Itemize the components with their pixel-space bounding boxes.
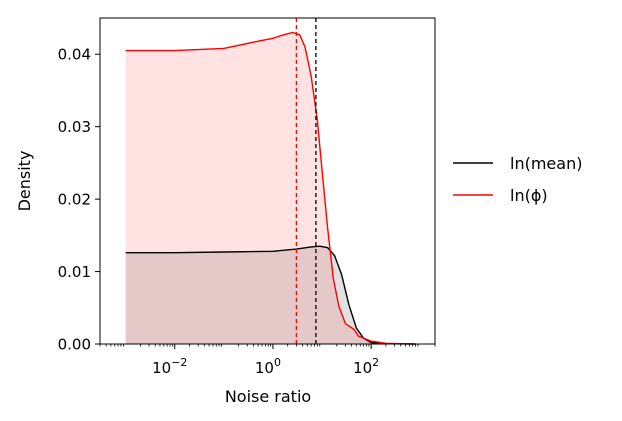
legend-label-0: ln(mean) xyxy=(510,154,582,173)
x-axis-label: Noise ratio xyxy=(225,387,311,406)
series-fills xyxy=(125,32,416,345)
x-tick-label: 102 xyxy=(353,356,379,377)
legend-label-1: ln(ϕ) xyxy=(510,186,548,205)
series-fill-1 xyxy=(125,32,416,345)
legend: ln(mean) ln(ϕ) xyxy=(453,154,582,205)
y-tick-label: 0.00 xyxy=(58,336,91,354)
reference-lines xyxy=(295,18,317,344)
plot-frame xyxy=(99,17,436,345)
series-lines xyxy=(125,31,416,345)
series-line-1 xyxy=(125,31,416,345)
y-tick-label: 0.04 xyxy=(58,46,91,64)
series-fill-0 xyxy=(125,246,416,344)
y-tick-label: 0.01 xyxy=(58,263,91,281)
y-tick-label: 0.02 xyxy=(58,191,91,209)
y-axis-label: Density xyxy=(15,151,34,212)
x-tick-label: 100 xyxy=(255,356,281,377)
x-axis-ticks: 10−2 100 102 xyxy=(99,344,436,377)
y-tick-label: 0.03 xyxy=(58,118,91,136)
x-tick-label: 10−2 xyxy=(152,356,187,377)
y-axis-ticks: 0.00 0.01 0.02 0.03 0.04 xyxy=(58,46,100,354)
